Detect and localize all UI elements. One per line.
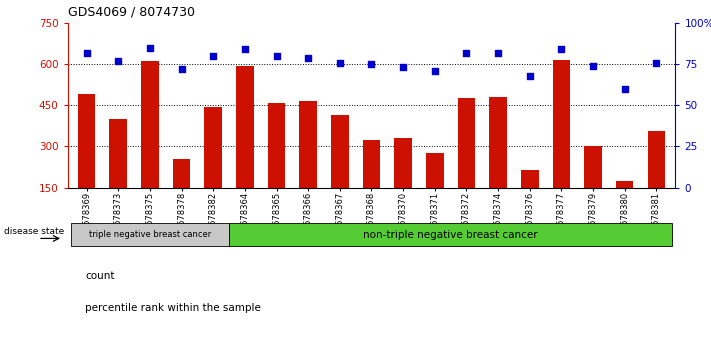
Point [524, 73, 535, 79]
Point [651, 60, 662, 65]
Point [365, 61, 377, 67]
Point [176, 66, 187, 72]
Point [587, 63, 599, 69]
Point [302, 55, 314, 61]
Bar [363, 139, 380, 229]
Text: GDS4069 / 8074730: GDS4069 / 8074730 [68, 5, 195, 18]
Bar [141, 62, 159, 229]
Point [112, 58, 124, 64]
Bar [77, 95, 95, 229]
Bar [70, 223, 229, 246]
Point [493, 50, 504, 56]
Bar [458, 98, 475, 229]
Bar [331, 115, 348, 229]
Bar [521, 170, 538, 229]
Bar [395, 138, 412, 229]
Bar [489, 97, 507, 229]
Text: triple negative breast cancer: triple negative breast cancer [89, 230, 211, 239]
Bar [229, 223, 673, 246]
Point [81, 50, 92, 56]
Point [334, 60, 346, 65]
Point [208, 53, 219, 59]
Text: disease state: disease state [4, 227, 64, 236]
Bar [268, 103, 285, 229]
Bar [648, 131, 665, 229]
Point [144, 45, 156, 51]
Bar [426, 153, 444, 229]
Bar [236, 65, 254, 229]
Point [429, 68, 441, 74]
Bar [299, 101, 317, 229]
Bar [173, 159, 191, 229]
Point [397, 65, 409, 70]
Point [619, 86, 631, 92]
Point [556, 46, 567, 52]
Text: count: count [85, 271, 114, 281]
Point [239, 46, 250, 52]
Bar [205, 107, 222, 229]
Bar [616, 181, 634, 229]
Text: percentile rank within the sample: percentile rank within the sample [85, 303, 261, 313]
Point [271, 53, 282, 59]
Text: non-triple negative breast cancer: non-triple negative breast cancer [363, 229, 538, 240]
Bar [552, 60, 570, 229]
Bar [109, 119, 127, 229]
Point [461, 50, 472, 56]
Bar [584, 147, 602, 229]
